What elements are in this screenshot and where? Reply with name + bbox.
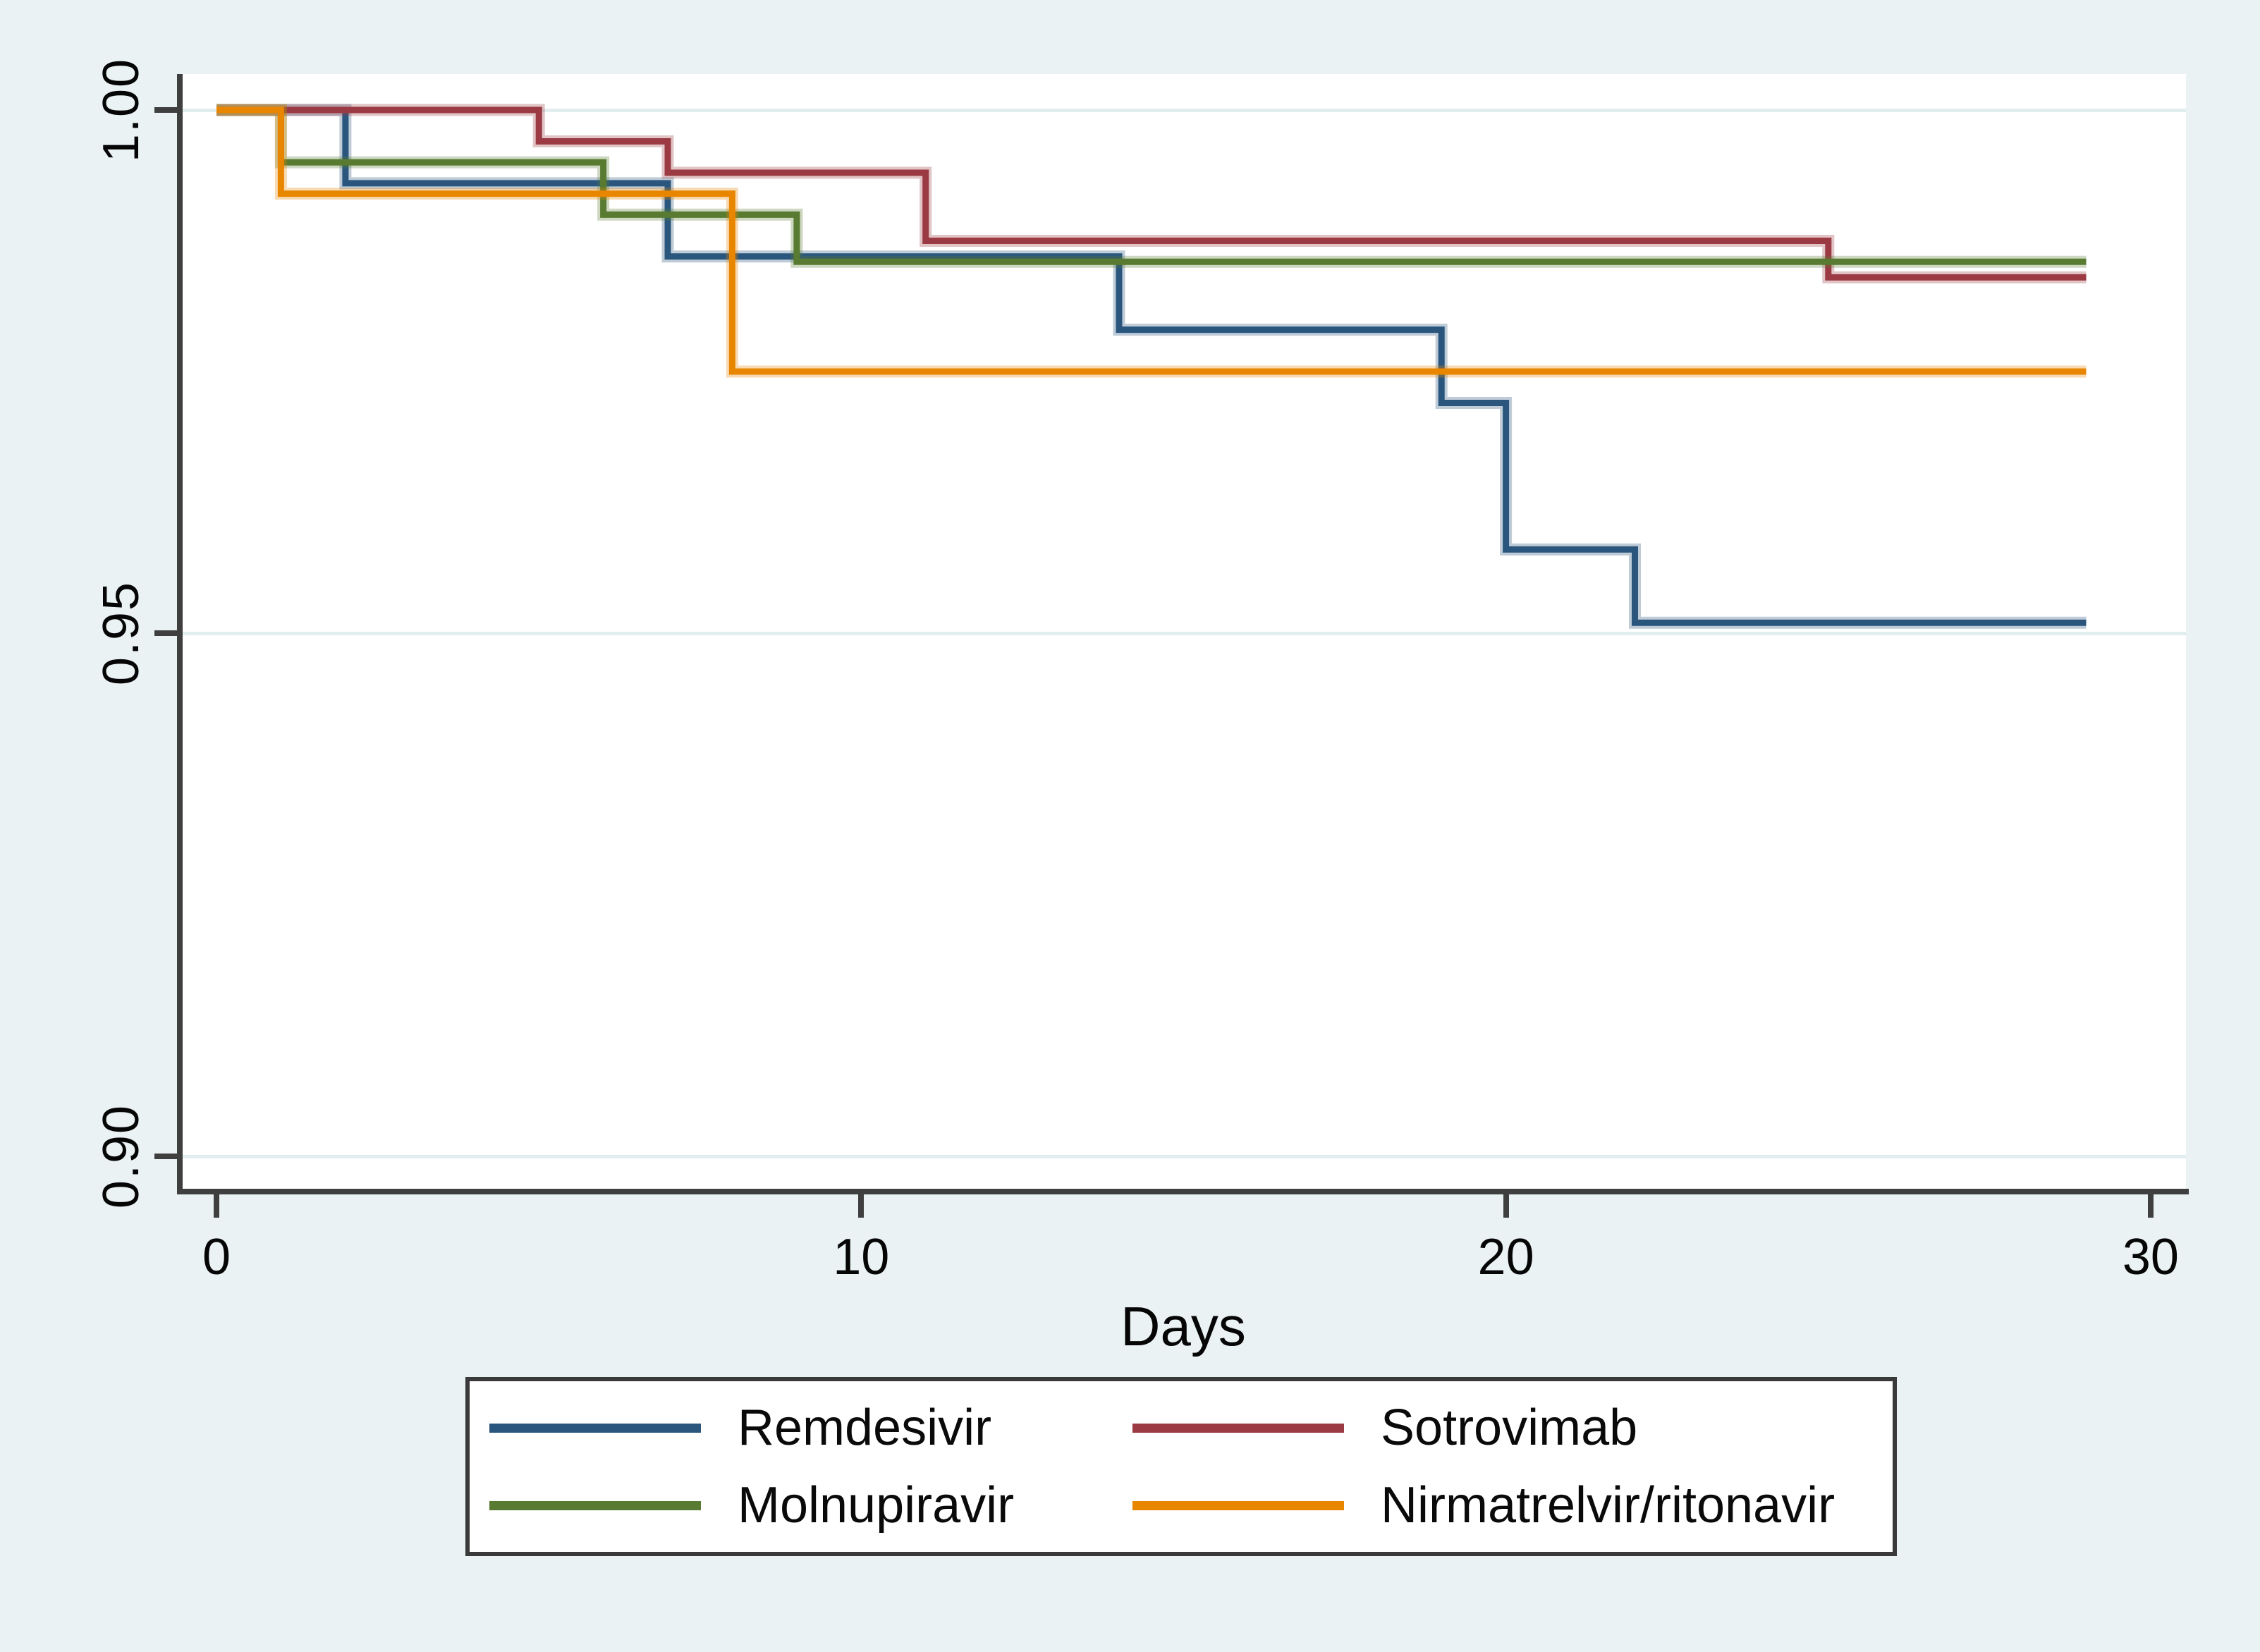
gridline-1.00	[181, 109, 2186, 112]
x-tick-0	[214, 1194, 219, 1218]
legend-label-nirmatrelvir-ritonavir: Nirmatrelvir/ritonavir	[1381, 1477, 1836, 1534]
legend-item-molnupiravir: Molnupiravir	[489, 1473, 1132, 1538]
legend-key-remdesivir	[489, 1423, 701, 1433]
x-tick-label-10: 10	[833, 1229, 890, 1285]
legend-item-remdesivir: Remdesivir	[489, 1395, 1132, 1460]
x-tick-label-20: 20	[1477, 1229, 1534, 1285]
series-line-remdesivir	[216, 106, 2087, 626]
y-tick-0.95	[154, 630, 178, 636]
y-tick-label-0.95: 0.95	[93, 580, 149, 686]
x-axis-line	[177, 1189, 2189, 1194]
legend-label-molnupiravir: Molnupiravir	[738, 1477, 1015, 1534]
legend-item-nirmatrelvir-ritonavir: Nirmatrelvir/ritonavir	[1132, 1473, 1893, 1538]
gridline-0.95	[181, 632, 2186, 635]
x-tick-20	[1503, 1194, 1509, 1218]
x-axis-title: Days	[1120, 1295, 1246, 1357]
y-tick-0.90	[154, 1154, 178, 1159]
y-axis-line	[177, 74, 183, 1194]
legend-label-sotrovimab: Sotrovimab	[1381, 1400, 1638, 1456]
legend-key-molnupiravir	[489, 1500, 701, 1510]
legend-item-sotrovimab: Sotrovimab	[1132, 1395, 1893, 1460]
y-tick-label-1.00: 1.00	[93, 57, 149, 163]
x-tick-label-30: 30	[2122, 1229, 2179, 1285]
y-tick-label-0.90: 0.90	[93, 1103, 149, 1209]
legend: Remdesivir Sotrovimab Molnupiravir Nirmatre…	[465, 1377, 1897, 1556]
legend-label-remdesivir: Remdesivir	[738, 1400, 992, 1456]
series-line-nirmatrelvir-ritonavir	[216, 106, 2087, 375]
legend-key-nirmatrelvir-ritonavir	[1132, 1500, 1344, 1510]
x-tick-10	[858, 1194, 865, 1218]
y-tick-1.00	[154, 107, 178, 113]
x-tick-label-0: 0	[202, 1229, 231, 1285]
legend-key-sotrovimab	[1132, 1423, 1344, 1433]
gridline-0.90	[181, 1155, 2186, 1158]
x-tick-30	[2147, 1194, 2154, 1218]
